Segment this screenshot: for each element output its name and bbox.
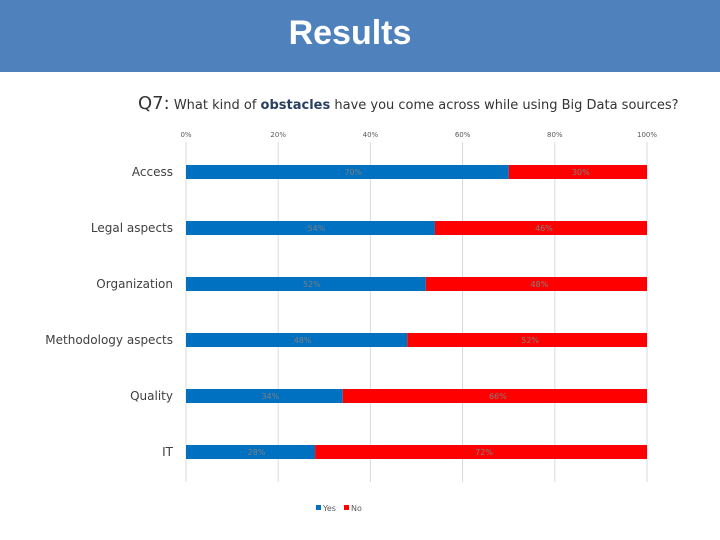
bar-no xyxy=(508,165,647,179)
bar-yes xyxy=(186,333,408,347)
category-label: Quality xyxy=(130,389,173,403)
legend-label: Yes xyxy=(322,504,336,513)
bar-no xyxy=(425,277,647,291)
bar-no xyxy=(434,221,647,235)
category-label: IT xyxy=(162,445,174,459)
legend-label: No xyxy=(351,504,362,513)
data-label: 30% xyxy=(572,168,590,177)
data-label: 46% xyxy=(535,224,553,233)
bar-yes xyxy=(186,221,435,235)
bar-no xyxy=(407,333,647,347)
category-label: Organization xyxy=(96,277,173,291)
x-tick-label: 80% xyxy=(547,131,563,139)
x-tick-label: 100% xyxy=(637,131,657,139)
data-label: 28% xyxy=(248,448,266,457)
question-text-before: What kind of xyxy=(173,98,261,113)
question-highlight: obstacles xyxy=(260,98,331,113)
bar-yes xyxy=(186,389,343,403)
data-label: 34% xyxy=(261,392,279,401)
bar-no xyxy=(315,445,647,459)
bar-yes xyxy=(186,445,316,459)
page-title: Results xyxy=(288,14,412,52)
bar-no xyxy=(342,389,647,403)
data-label: 48% xyxy=(294,336,312,345)
legend-swatch-no xyxy=(344,505,349,510)
question-text-after: have you come across while using Big Dat… xyxy=(330,98,679,113)
data-label: 48% xyxy=(530,280,548,289)
data-label: 70% xyxy=(344,168,362,177)
question-number: Q7: xyxy=(138,93,170,114)
bar-yes xyxy=(186,165,509,179)
title-banner: Results xyxy=(0,0,720,72)
data-label: 54% xyxy=(308,224,326,233)
data-label: 52% xyxy=(521,336,539,345)
x-tick-label: 40% xyxy=(363,131,379,139)
category-label: Access xyxy=(132,165,173,179)
x-tick-label: 0% xyxy=(180,131,191,139)
data-label: 66% xyxy=(489,392,507,401)
category-label: Methodology aspects xyxy=(45,333,173,347)
bar-yes xyxy=(186,277,426,291)
x-tick-label: 20% xyxy=(270,131,286,139)
data-label: 52% xyxy=(303,280,321,289)
question-text: Q7: What kind of obstacles have you come… xyxy=(138,93,679,114)
x-tick-label: 60% xyxy=(455,131,471,139)
legend-swatch-yes xyxy=(316,505,321,510)
data-label: 72% xyxy=(475,448,493,457)
category-label: Legal aspects xyxy=(91,221,173,235)
